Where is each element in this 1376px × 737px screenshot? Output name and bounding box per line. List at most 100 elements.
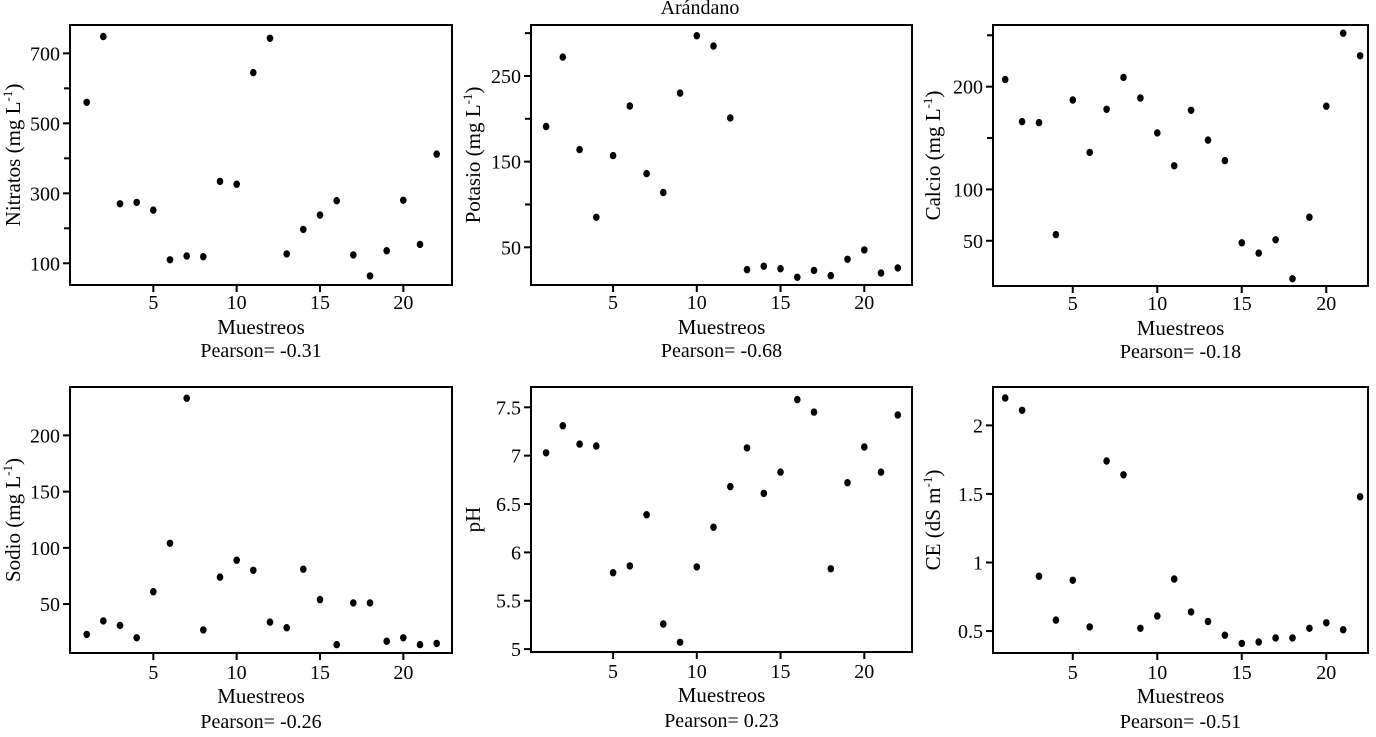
data-point	[1052, 616, 1060, 624]
y-tick-label: 100	[30, 538, 60, 560]
x-axis-title: Muestreos	[217, 315, 305, 339]
x-tick-label: 5	[608, 292, 618, 314]
data-point	[609, 569, 617, 577]
y-axis-title: Potasio (mg L-1)	[460, 87, 485, 224]
x-axis-title: Muestreos	[1137, 684, 1225, 708]
data-point	[1154, 129, 1161, 137]
data-point	[283, 250, 291, 258]
data-point	[116, 621, 124, 630]
data-point	[643, 169, 650, 178]
data-point	[660, 188, 667, 197]
data-point	[710, 523, 717, 531]
data-point	[316, 211, 324, 219]
x-tick-label: 10	[687, 292, 707, 314]
data-point	[1255, 249, 1262, 257]
data-point	[316, 595, 324, 604]
data-point	[710, 42, 717, 50]
y-tick-label: 50	[40, 594, 60, 616]
data-point	[216, 573, 224, 581]
data-point	[1120, 471, 1127, 479]
y-tick-label: 200	[30, 425, 60, 447]
data-point	[559, 53, 567, 61]
y-tick-label: 6	[511, 542, 521, 564]
data-point	[133, 634, 140, 642]
data-point	[1018, 117, 1026, 126]
y-tick-label: 7.5	[496, 397, 521, 419]
data-point	[760, 489, 768, 498]
data-point	[1356, 52, 1364, 60]
pearson-label: Pearson= 0.23	[664, 710, 779, 732]
data-point	[1170, 162, 1178, 170]
data-point	[877, 269, 885, 277]
data-point	[693, 32, 701, 40]
x-tick-label: 20	[1316, 293, 1336, 315]
data-point	[400, 634, 407, 642]
y-tick-label: 200	[953, 77, 983, 99]
data-point	[576, 145, 583, 154]
data-point	[1154, 612, 1161, 620]
panel-nitratos: 100 300 500 700 5 10 15 20 Muestreos Pearson= -0.…	[0, 0, 460, 368]
data-point	[894, 264, 902, 272]
data-point	[727, 114, 734, 122]
y-tick-label: 1.5	[958, 484, 983, 506]
data-point	[1069, 96, 1077, 104]
data-point	[433, 150, 441, 158]
data-point	[844, 479, 851, 487]
data-point	[333, 197, 341, 205]
data-point	[216, 177, 224, 186]
pearson-label: Pearson= -0.51	[1120, 711, 1241, 733]
data-point	[676, 89, 684, 97]
x-tick-label: 10	[227, 292, 247, 314]
data-point	[233, 180, 240, 188]
data-point	[283, 624, 291, 632]
data-point	[1086, 148, 1093, 157]
y-tick-label: 6.5	[496, 494, 521, 516]
y-axis-title: pH	[461, 507, 485, 533]
ph-scatter-plot: 5 5.5 6 6.5 7 7.5 5 10 15 20 Muestreos Pearson= 0.2…	[461, 386, 913, 732]
data-point	[1103, 105, 1110, 114]
data-point	[183, 252, 190, 260]
data-point	[777, 468, 784, 476]
plot-frame	[530, 386, 913, 653]
data-point	[233, 556, 240, 564]
y-tick-label: 5	[511, 639, 521, 661]
data-point	[1086, 623, 1093, 631]
data-point	[1035, 118, 1043, 127]
x-tick-label: 10	[687, 661, 707, 683]
data-point	[1306, 624, 1313, 632]
x-tick-label: 15	[771, 292, 791, 314]
data-point	[1289, 634, 1296, 642]
data-point	[1187, 106, 1195, 115]
data-point	[200, 253, 207, 261]
data-point	[1323, 102, 1330, 110]
x-tick-label: 15	[310, 662, 330, 684]
data-point	[100, 32, 107, 41]
data-point	[810, 408, 818, 416]
data-point	[183, 394, 190, 402]
data-point	[693, 563, 701, 571]
data-point	[1306, 213, 1313, 221]
y-tick-label: 5.5	[496, 591, 521, 613]
plot-frame	[69, 24, 453, 286]
x-tick-label: 5	[1068, 662, 1078, 684]
data-point	[777, 265, 784, 273]
data-point	[827, 271, 835, 280]
x-axis-title: Muestreos	[1137, 316, 1225, 340]
data-point	[166, 539, 174, 547]
data-point	[416, 240, 424, 249]
data-point	[760, 262, 768, 270]
data-point	[810, 266, 818, 275]
x-tick-label: 5	[1068, 293, 1078, 315]
y-tick-label: 50	[963, 231, 983, 253]
data-point	[877, 468, 885, 476]
x-tick-label: 10	[1147, 662, 1167, 684]
data-point	[1339, 626, 1347, 634]
data-point	[861, 246, 868, 254]
data-point	[894, 411, 902, 419]
pearson-label: Pearson= -0.31	[200, 340, 321, 362]
y-tick-label: 250	[491, 66, 521, 88]
data-point	[1204, 617, 1212, 626]
